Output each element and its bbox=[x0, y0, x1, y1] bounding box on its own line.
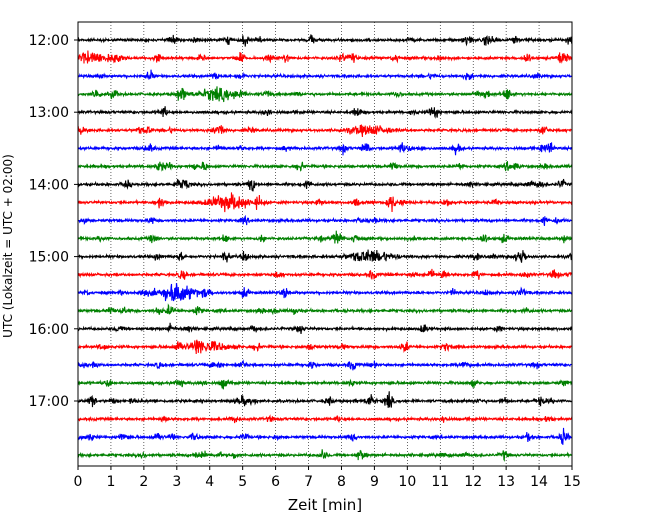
x-axis: 0 1 2 3 4 5 6 7 8 9 10 11 12 13 14 15 bbox=[74, 466, 581, 490]
x-tick-label: 8 bbox=[337, 474, 346, 490]
trace-line bbox=[77, 34, 573, 47]
y-tick-label: 13:00 bbox=[29, 105, 69, 121]
trace-line bbox=[77, 268, 573, 280]
x-tick-label: 14 bbox=[530, 474, 548, 490]
trace-group bbox=[77, 34, 573, 462]
x-tick-label: 12 bbox=[464, 474, 482, 490]
trace-line bbox=[77, 359, 573, 371]
x-tick-label: 10 bbox=[398, 474, 416, 490]
trace-line bbox=[77, 192, 573, 213]
x-tick-label: 6 bbox=[271, 474, 280, 490]
x-axis-label: Zeit [min] bbox=[288, 496, 362, 514]
trace-line bbox=[77, 414, 573, 424]
y-tick-label: 12:00 bbox=[29, 33, 69, 49]
trace-line bbox=[77, 427, 573, 445]
y-tick-label: 15:00 bbox=[29, 250, 69, 266]
trace-line bbox=[77, 161, 573, 172]
trace-line bbox=[77, 339, 573, 355]
x-tick-label: 5 bbox=[238, 474, 247, 490]
trace-line bbox=[77, 86, 573, 103]
trace-line bbox=[77, 378, 573, 390]
x-tick-label: 13 bbox=[497, 474, 515, 490]
trace-line bbox=[77, 69, 573, 81]
y-tick-label: 16:00 bbox=[29, 322, 69, 338]
y-tick-label: 14:00 bbox=[29, 177, 69, 193]
x-tick-label: 2 bbox=[139, 474, 148, 490]
x-tick-label: 9 bbox=[370, 474, 379, 490]
x-tick-label: 11 bbox=[431, 474, 449, 490]
y-axis-label: UTC (Lokalzeit = UTC + 02:00) bbox=[1, 154, 15, 338]
x-tick-label: 1 bbox=[106, 474, 115, 490]
trace-line bbox=[77, 449, 573, 462]
y-tick-label: 17:00 bbox=[29, 394, 69, 410]
trace-line bbox=[77, 283, 573, 302]
trace-line bbox=[77, 106, 573, 119]
x-tick-label: 3 bbox=[172, 474, 181, 490]
x-tick-label: 4 bbox=[205, 474, 214, 490]
y-axis: 12:00 13:00 14:00 15:00 16:00 17:00 bbox=[29, 33, 78, 410]
trace-line bbox=[77, 303, 573, 316]
x-grid bbox=[110, 22, 540, 466]
trace-line bbox=[77, 230, 573, 244]
x-tick-label: 0 bbox=[74, 474, 83, 490]
trace-line bbox=[77, 178, 573, 192]
x-tick-label: 15 bbox=[563, 474, 581, 490]
trace-line bbox=[77, 142, 573, 156]
trace-line bbox=[77, 322, 573, 335]
x-tick-label: 7 bbox=[304, 474, 313, 490]
plot-frame bbox=[77, 21, 573, 467]
trace-line bbox=[77, 214, 573, 226]
trace-line bbox=[77, 249, 573, 263]
trace-line bbox=[77, 124, 573, 138]
trace-line bbox=[77, 50, 573, 64]
trace-line bbox=[77, 391, 572, 408]
